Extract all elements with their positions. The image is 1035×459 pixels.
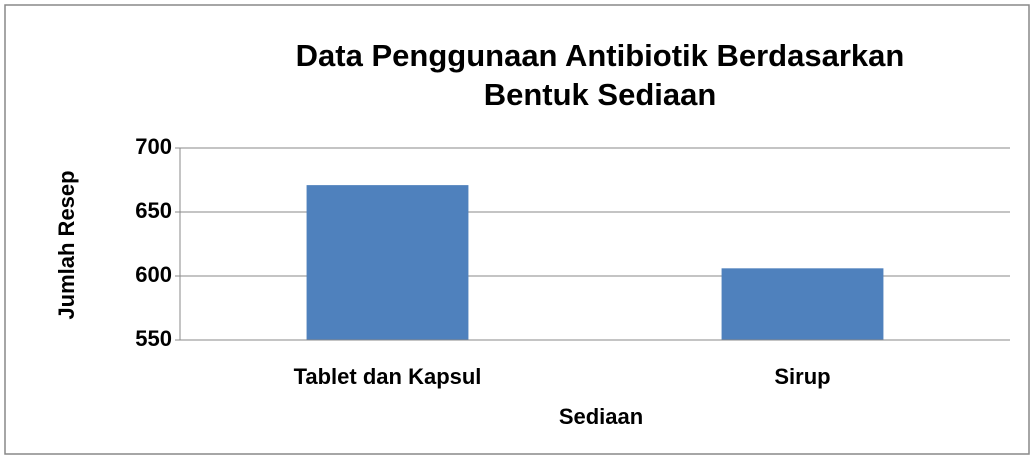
chart-title: Data Penggunaan Antibiotik Berdasarkan B…	[295, 38, 905, 112]
chart-border	[4, 4, 1030, 455]
y-tick-label: 650	[135, 198, 172, 223]
bar	[306, 185, 469, 340]
bar	[721, 268, 884, 340]
y-tick-label: 700	[135, 134, 172, 159]
y-tick-label: 600	[135, 262, 172, 287]
x-axis-label: Sediaan	[559, 404, 643, 429]
x-tick-label: Sirup	[774, 364, 830, 389]
y-tick-label: 550	[135, 326, 172, 351]
y-axis-label: Jumlah Resep	[54, 170, 79, 319]
x-tick-label: Tablet dan Kapsul	[294, 364, 482, 389]
